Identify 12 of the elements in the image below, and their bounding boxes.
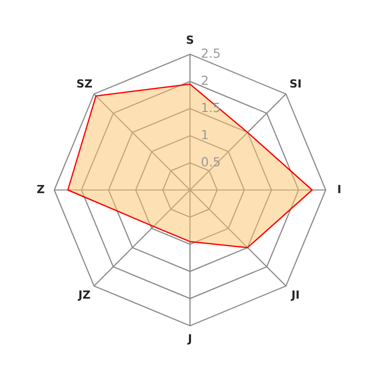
y-tick-label: 2 [202,76,208,85]
spoke-label: S [186,36,194,44]
y-tick-label: 0.5 [202,157,220,166]
spoke-label: Z [37,184,44,194]
spoke-label: JZ [78,290,90,301]
spoke-label: SZ [77,79,92,88]
spoke-label: J [187,334,192,345]
spoke-label: I [338,184,340,194]
y-tick-label: 1 [202,130,208,140]
y-tick-label: 2.5 [202,48,220,58]
spoke-label: SI [290,79,301,88]
spoke-label: JI [290,290,299,301]
